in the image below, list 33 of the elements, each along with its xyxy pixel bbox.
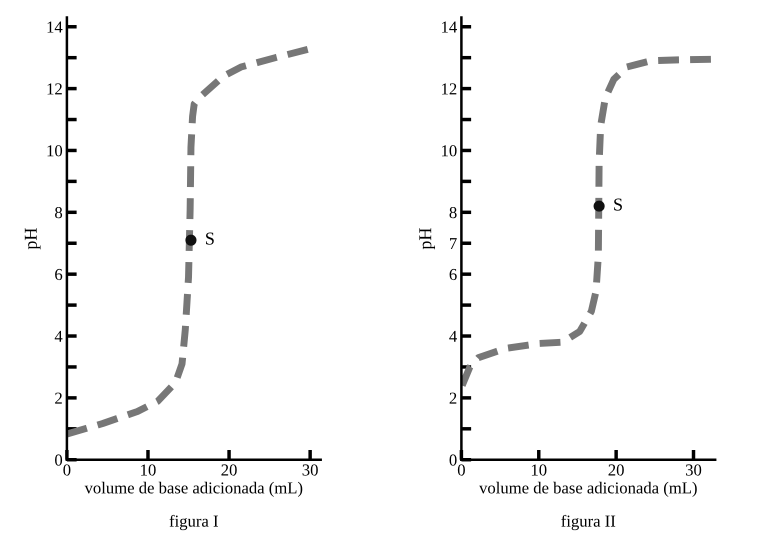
x-axis-title: volume de base adicionada (mL) bbox=[84, 482, 302, 497]
y-tick-label: 6 bbox=[450, 268, 457, 280]
y-tick-label: 7 bbox=[450, 238, 457, 250]
y-tick-label: 4 bbox=[54, 330, 62, 342]
text: figura I bbox=[170, 514, 218, 530]
y-tick-label: 12 bbox=[48, 83, 62, 94]
x-tick-label: 20 bbox=[608, 464, 624, 476]
y-tick-label: 8 bbox=[450, 207, 457, 218]
y-tick-label: 12 bbox=[442, 83, 456, 94]
x-tick-label: 30 bbox=[302, 464, 318, 476]
annotation: S bbox=[614, 198, 622, 211]
y-tick-label: 6 bbox=[55, 268, 62, 280]
y-tick-label: 0 bbox=[55, 454, 62, 466]
x-tick-label: 10 bbox=[532, 464, 546, 476]
y-tick-label: 2 bbox=[450, 392, 456, 404]
annotation: S bbox=[206, 232, 214, 245]
y-tick-label: 4 bbox=[449, 330, 457, 342]
x-tick-label: 10 bbox=[141, 464, 156, 476]
y-tick-label: 0 bbox=[450, 454, 457, 466]
y-tick-label: 10 bbox=[48, 145, 62, 156]
y-tick-label: 2 bbox=[55, 392, 62, 404]
x-axis-title: volume de base adicionada (mL) bbox=[479, 482, 697, 497]
y-axis-title: pH bbox=[24, 228, 41, 250]
x-tick-label: 0 bbox=[458, 464, 465, 476]
y-axis-title: pH bbox=[419, 228, 436, 250]
y-tick-label: 14 bbox=[442, 22, 457, 33]
text: figura II bbox=[561, 514, 616, 530]
x-tick-label: 30 bbox=[686, 464, 702, 476]
x-tick-label: 0 bbox=[63, 464, 70, 476]
y-tick-label: 14 bbox=[48, 22, 62, 33]
y-tick-label: 10 bbox=[442, 145, 457, 156]
x-tick-label: 20 bbox=[221, 464, 237, 476]
y-tick-label: 8 bbox=[55, 207, 62, 218]
